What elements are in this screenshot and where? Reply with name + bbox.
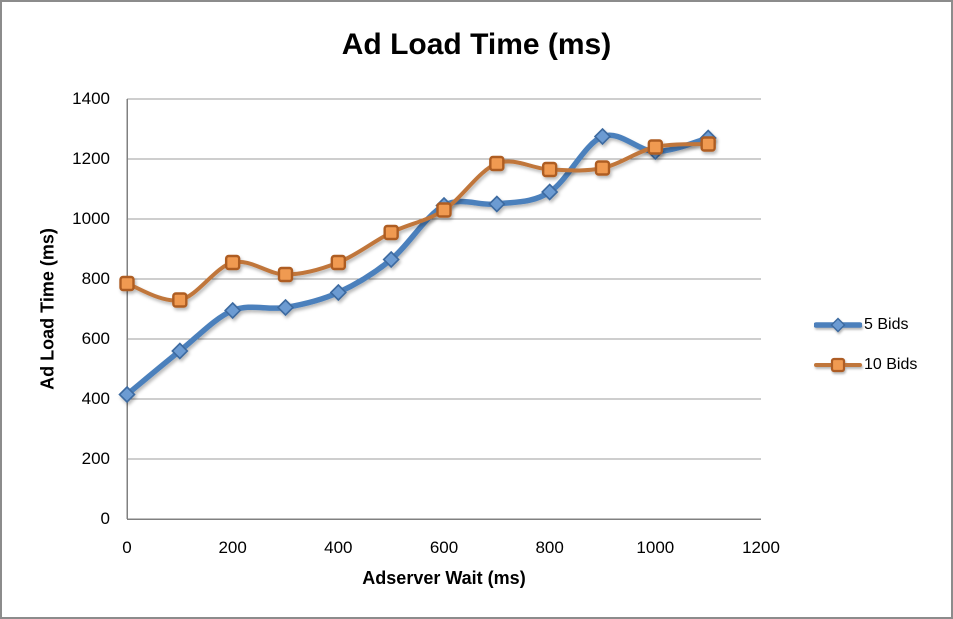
marker-5-bids-500 xyxy=(382,250,400,269)
marker-10-bids-400 xyxy=(330,254,347,271)
marker-5-bids-100 xyxy=(171,342,189,360)
legend-label-5-bids: 5 Bids xyxy=(864,316,909,333)
marker-10-bids-600 xyxy=(436,202,452,218)
x-axis-title: Adserver Wait (ms) xyxy=(362,568,526,588)
series-line-5-bids xyxy=(124,132,711,398)
x-tick-label-1000: 1000 xyxy=(636,538,675,557)
x-tick-label-600: 600 xyxy=(429,538,459,557)
x-tick-label-200: 200 xyxy=(218,538,247,557)
y-tick-label-1000: 1000 xyxy=(72,209,110,228)
marker-5-bids-700 xyxy=(488,195,506,213)
marker-10-bids-100 xyxy=(172,292,188,308)
10-bids-line-marker-icon xyxy=(814,357,862,373)
x-tick-label-0: 0 xyxy=(122,538,132,557)
legend-item-5-bids: 5 Bids xyxy=(814,313,917,337)
y-tick-label-1400: 1400 xyxy=(72,89,110,108)
y-tick-label-400: 400 xyxy=(81,389,110,408)
marker-5-bids-300 xyxy=(276,298,295,317)
marker-5-bids-400 xyxy=(329,283,347,302)
marker-10-bids-200 xyxy=(224,254,241,271)
legend-marker-square xyxy=(830,357,846,373)
marker-5-bids-0 xyxy=(118,385,136,404)
marker-10-bids-300 xyxy=(277,266,294,283)
y-tick-label-600: 600 xyxy=(81,329,110,348)
marker-10-bids-0 xyxy=(119,275,135,292)
series-line-10-bids xyxy=(125,142,711,303)
legend-label-10-bids: 10 Bids xyxy=(864,356,918,373)
marker-5-bids-200 xyxy=(224,301,242,320)
y-tick-label-200: 200 xyxy=(81,449,110,468)
chart-title: Ad Load Time (ms) xyxy=(341,28,612,61)
legend-item-10-bids: 10 Bids xyxy=(814,353,917,377)
marker-5-bids-800 xyxy=(541,183,559,201)
legend-marker-diamond xyxy=(830,317,846,333)
x-tick-label-800: 800 xyxy=(535,538,564,557)
marker-10-bids-500 xyxy=(383,224,399,241)
marker-10-bids-800 xyxy=(541,161,558,178)
y-tick-label-1200: 1200 xyxy=(72,149,110,168)
marker-10-bids-1100 xyxy=(700,136,716,152)
y-tick-label-800: 800 xyxy=(81,269,110,288)
marker-10-bids-900 xyxy=(594,160,611,176)
marker-5-bids-900 xyxy=(593,127,612,146)
5-bids-line-marker-icon xyxy=(814,317,862,333)
series-5-bids xyxy=(118,127,717,404)
x-tick-label-400: 400 xyxy=(324,538,353,557)
series-10-bids xyxy=(119,136,716,308)
marker-10-bids-700 xyxy=(489,155,505,172)
x-tick-label-1200: 1200 xyxy=(742,538,780,557)
legend: 5 Bids 10 Bids xyxy=(814,313,917,393)
marker-10-bids-1000 xyxy=(647,139,664,155)
y-tick-label-0: 0 xyxy=(100,509,110,528)
